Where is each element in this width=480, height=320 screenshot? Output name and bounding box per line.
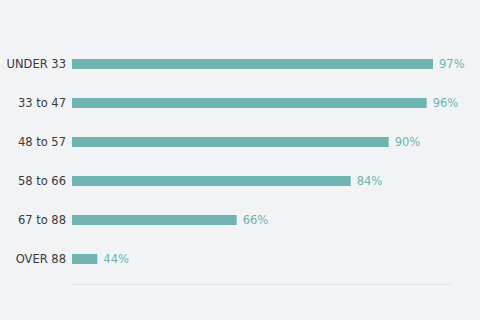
category-label: 48 to 57 [18,135,66,149]
data-label: 96% [433,96,459,110]
bar [72,98,427,108]
data-label: 44% [103,252,129,266]
labels: UNDER 33 97% 33 to 47 96% 48 to 57 90% 58 to 6… [7,57,465,266]
x-axis-line [72,284,452,285]
data-label: 90% [395,135,421,149]
category-label: UNDER 33 [7,57,66,71]
chart: UNDER 33 97% 33 to 47 96% 48 to 57 90% 58 to 6… [0,0,480,320]
bar [72,215,237,225]
data-label: 84% [357,174,383,188]
category-label: OVER 88 [16,252,66,266]
bar [72,176,351,186]
bar [72,254,97,264]
category-label: 58 to 66 [18,174,66,188]
category-label: 67 to 88 [18,213,66,227]
category-label: 33 to 47 [18,96,66,110]
background [0,0,480,320]
bar [72,137,389,147]
bars [72,59,433,264]
data-label: 66% [243,213,269,227]
bar [72,59,433,69]
data-label: 97% [439,57,465,71]
